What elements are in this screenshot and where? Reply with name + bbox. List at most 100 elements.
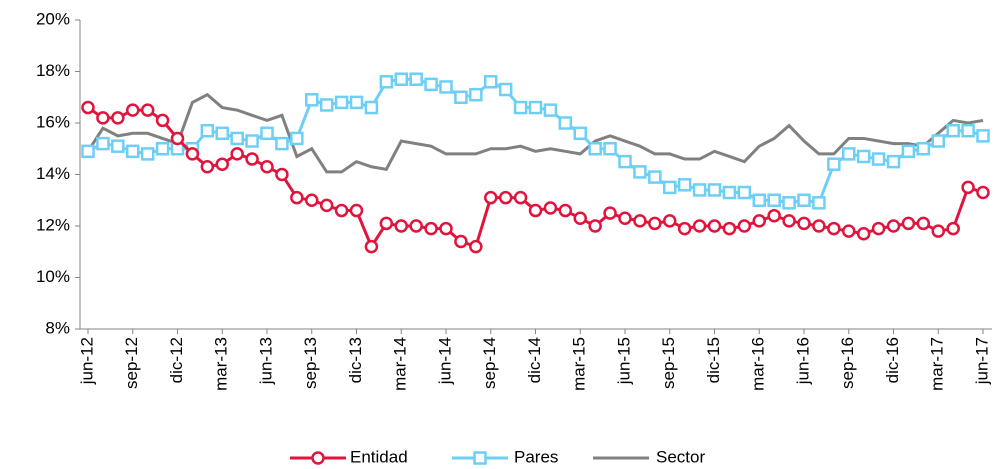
legend-label: Entidad bbox=[350, 447, 408, 466]
data-point bbox=[901, 144, 916, 159]
data-point bbox=[603, 142, 617, 156]
data-point bbox=[603, 206, 617, 220]
data-point bbox=[827, 157, 841, 171]
data-point bbox=[737, 219, 752, 233]
data-point bbox=[856, 149, 871, 164]
data-point bbox=[573, 211, 587, 226]
data-point bbox=[588, 142, 602, 156]
y-tick-label: 12% bbox=[36, 215, 70, 234]
data-point bbox=[692, 183, 707, 197]
data-point bbox=[722, 221, 737, 236]
data-point bbox=[424, 77, 438, 92]
data-point bbox=[677, 178, 692, 192]
data-point bbox=[334, 203, 349, 218]
x-tick-label: sep-16 bbox=[838, 337, 857, 389]
data-point bbox=[81, 144, 95, 159]
data-point bbox=[707, 219, 722, 233]
data-point bbox=[379, 216, 394, 231]
data-point bbox=[871, 152, 886, 166]
data-point bbox=[827, 221, 841, 236]
data-point bbox=[498, 82, 513, 97]
legend-marker bbox=[311, 451, 325, 465]
data-point bbox=[230, 131, 244, 146]
data-point bbox=[290, 190, 304, 205]
legend-label: Sector bbox=[656, 447, 705, 466]
data-point bbox=[170, 131, 185, 146]
data-point bbox=[409, 72, 423, 86]
data-point bbox=[469, 239, 483, 254]
data-point bbox=[305, 93, 319, 107]
data-point bbox=[200, 160, 215, 174]
data-point bbox=[364, 239, 379, 254]
data-point bbox=[528, 100, 543, 115]
data-point bbox=[126, 144, 140, 159]
data-point bbox=[424, 221, 438, 236]
series-line bbox=[86, 92, 984, 174]
data-point bbox=[886, 219, 901, 233]
data-point bbox=[618, 154, 632, 169]
y-tick-label: 14% bbox=[36, 164, 70, 183]
data-point bbox=[439, 221, 453, 236]
data-point bbox=[215, 126, 229, 141]
data-point bbox=[379, 75, 394, 89]
data-point bbox=[543, 201, 558, 215]
data-point bbox=[588, 219, 602, 233]
data-point bbox=[648, 170, 662, 184]
data-point bbox=[558, 116, 573, 130]
data-point bbox=[961, 123, 975, 138]
data-point bbox=[260, 160, 274, 174]
data-point bbox=[305, 193, 319, 207]
data-point bbox=[648, 216, 662, 231]
x-tick-label: dic-13 bbox=[346, 337, 365, 383]
data-point bbox=[155, 113, 170, 128]
x-tick-label: dic-14 bbox=[525, 337, 544, 383]
data-point bbox=[319, 198, 334, 213]
x-tick-label: jun-12 bbox=[77, 337, 96, 385]
data-point bbox=[200, 123, 215, 138]
y-tick-label: 8% bbox=[45, 318, 70, 337]
data-point bbox=[111, 139, 125, 153]
data-point bbox=[439, 80, 453, 94]
data-point bbox=[275, 167, 289, 182]
data-point bbox=[290, 131, 304, 146]
data-point bbox=[618, 211, 632, 226]
y-tick-label: 18% bbox=[36, 61, 70, 80]
series-line bbox=[87, 77, 984, 205]
data-point bbox=[871, 221, 886, 236]
x-tick-label: jun-17 bbox=[972, 337, 991, 385]
data-point bbox=[976, 185, 990, 200]
y-tick-label: 10% bbox=[36, 267, 70, 286]
x-tick-label: dic-15 bbox=[704, 337, 723, 383]
data-point bbox=[215, 157, 229, 171]
x-tick-label: sep-15 bbox=[659, 337, 678, 389]
data-point bbox=[752, 193, 766, 207]
data-point bbox=[96, 111, 110, 125]
data-point bbox=[946, 123, 960, 138]
data-point bbox=[126, 103, 140, 117]
data-point bbox=[155, 142, 170, 156]
data-point bbox=[663, 180, 677, 195]
data-point bbox=[797, 216, 811, 231]
y-tick-label: 16% bbox=[36, 112, 70, 131]
data-point bbox=[543, 103, 558, 117]
data-point bbox=[349, 203, 364, 218]
data-point bbox=[469, 87, 483, 102]
data-point bbox=[319, 98, 334, 112]
data-point bbox=[946, 221, 960, 236]
data-point bbox=[454, 90, 468, 104]
data-point bbox=[931, 224, 945, 238]
data-point bbox=[812, 219, 826, 233]
data-point bbox=[707, 183, 722, 197]
data-point bbox=[528, 203, 543, 218]
data-point bbox=[394, 72, 408, 86]
data-point bbox=[230, 147, 244, 161]
data-point bbox=[409, 219, 423, 233]
data-point bbox=[782, 214, 796, 228]
x-tick-label: sep-13 bbox=[301, 337, 320, 389]
data-point bbox=[245, 134, 259, 148]
data-point bbox=[752, 214, 766, 228]
data-point bbox=[96, 136, 110, 151]
x-tick-label: jun-16 bbox=[793, 337, 812, 385]
legend-marker bbox=[473, 451, 487, 465]
